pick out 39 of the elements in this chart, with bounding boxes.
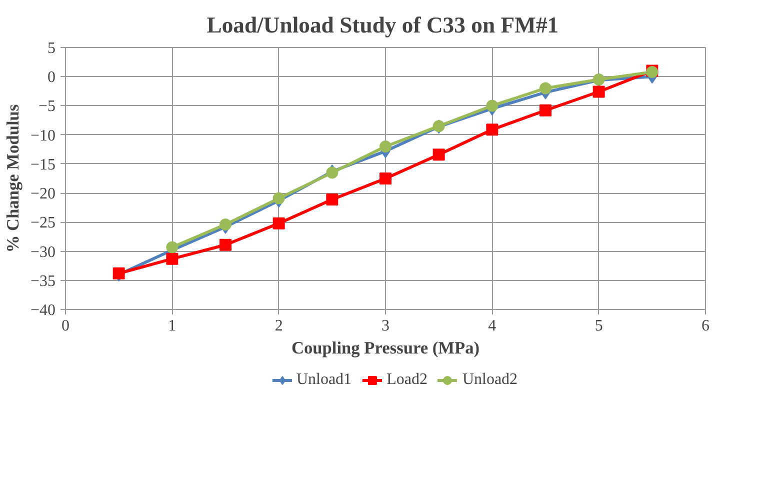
- y-tick-label: −20: [30, 186, 56, 203]
- y-tick-label: 5: [48, 40, 56, 57]
- point: [380, 140, 392, 152]
- y-tick-label: −10: [30, 127, 56, 144]
- point: [166, 241, 178, 254]
- y-tick-label: −30: [30, 244, 56, 261]
- y-tick-label: −40: [30, 302, 56, 319]
- x-tick-label: 2: [274, 318, 283, 334]
- point: [112, 267, 125, 280]
- x-tick-label: 5: [594, 318, 603, 334]
- y-tick-label: −15: [30, 156, 56, 174]
- x-tick-label: 4: [488, 318, 496, 334]
- point: [592, 86, 605, 98]
- point: [380, 172, 392, 184]
- y-tick-label: −35: [30, 272, 56, 290]
- point: [272, 217, 285, 230]
- x-tick-label: 3: [382, 318, 390, 334]
- point: [220, 238, 232, 251]
- legend-label: Load2: [386, 371, 428, 389]
- y-tick-label: −5: [38, 98, 56, 116]
- point: [166, 252, 178, 265]
- point: [540, 104, 552, 116]
- y-tick-label: 0: [48, 69, 56, 86]
- x-tick-label: 6: [702, 318, 710, 334]
- point: [220, 218, 232, 230]
- point: [272, 192, 285, 204]
- point: [486, 124, 498, 136]
- x-axis-title: Coupling Pressure (MPa): [291, 338, 480, 358]
- x-tick-label: 1: [168, 318, 176, 334]
- point: [486, 100, 498, 112]
- point: [540, 82, 552, 94]
- legend-label: Unload1: [296, 371, 352, 389]
- x-tick-label: 0: [62, 318, 70, 334]
- point: [326, 193, 338, 206]
- y-tick-label: −25: [30, 214, 56, 232]
- y-axis-title: % Change Modulus: [3, 104, 22, 253]
- point: [432, 148, 445, 161]
- legend-label: Unload2: [462, 371, 518, 389]
- chart-title: Load/Unload Study of C33 on FM#1: [206, 12, 559, 38]
